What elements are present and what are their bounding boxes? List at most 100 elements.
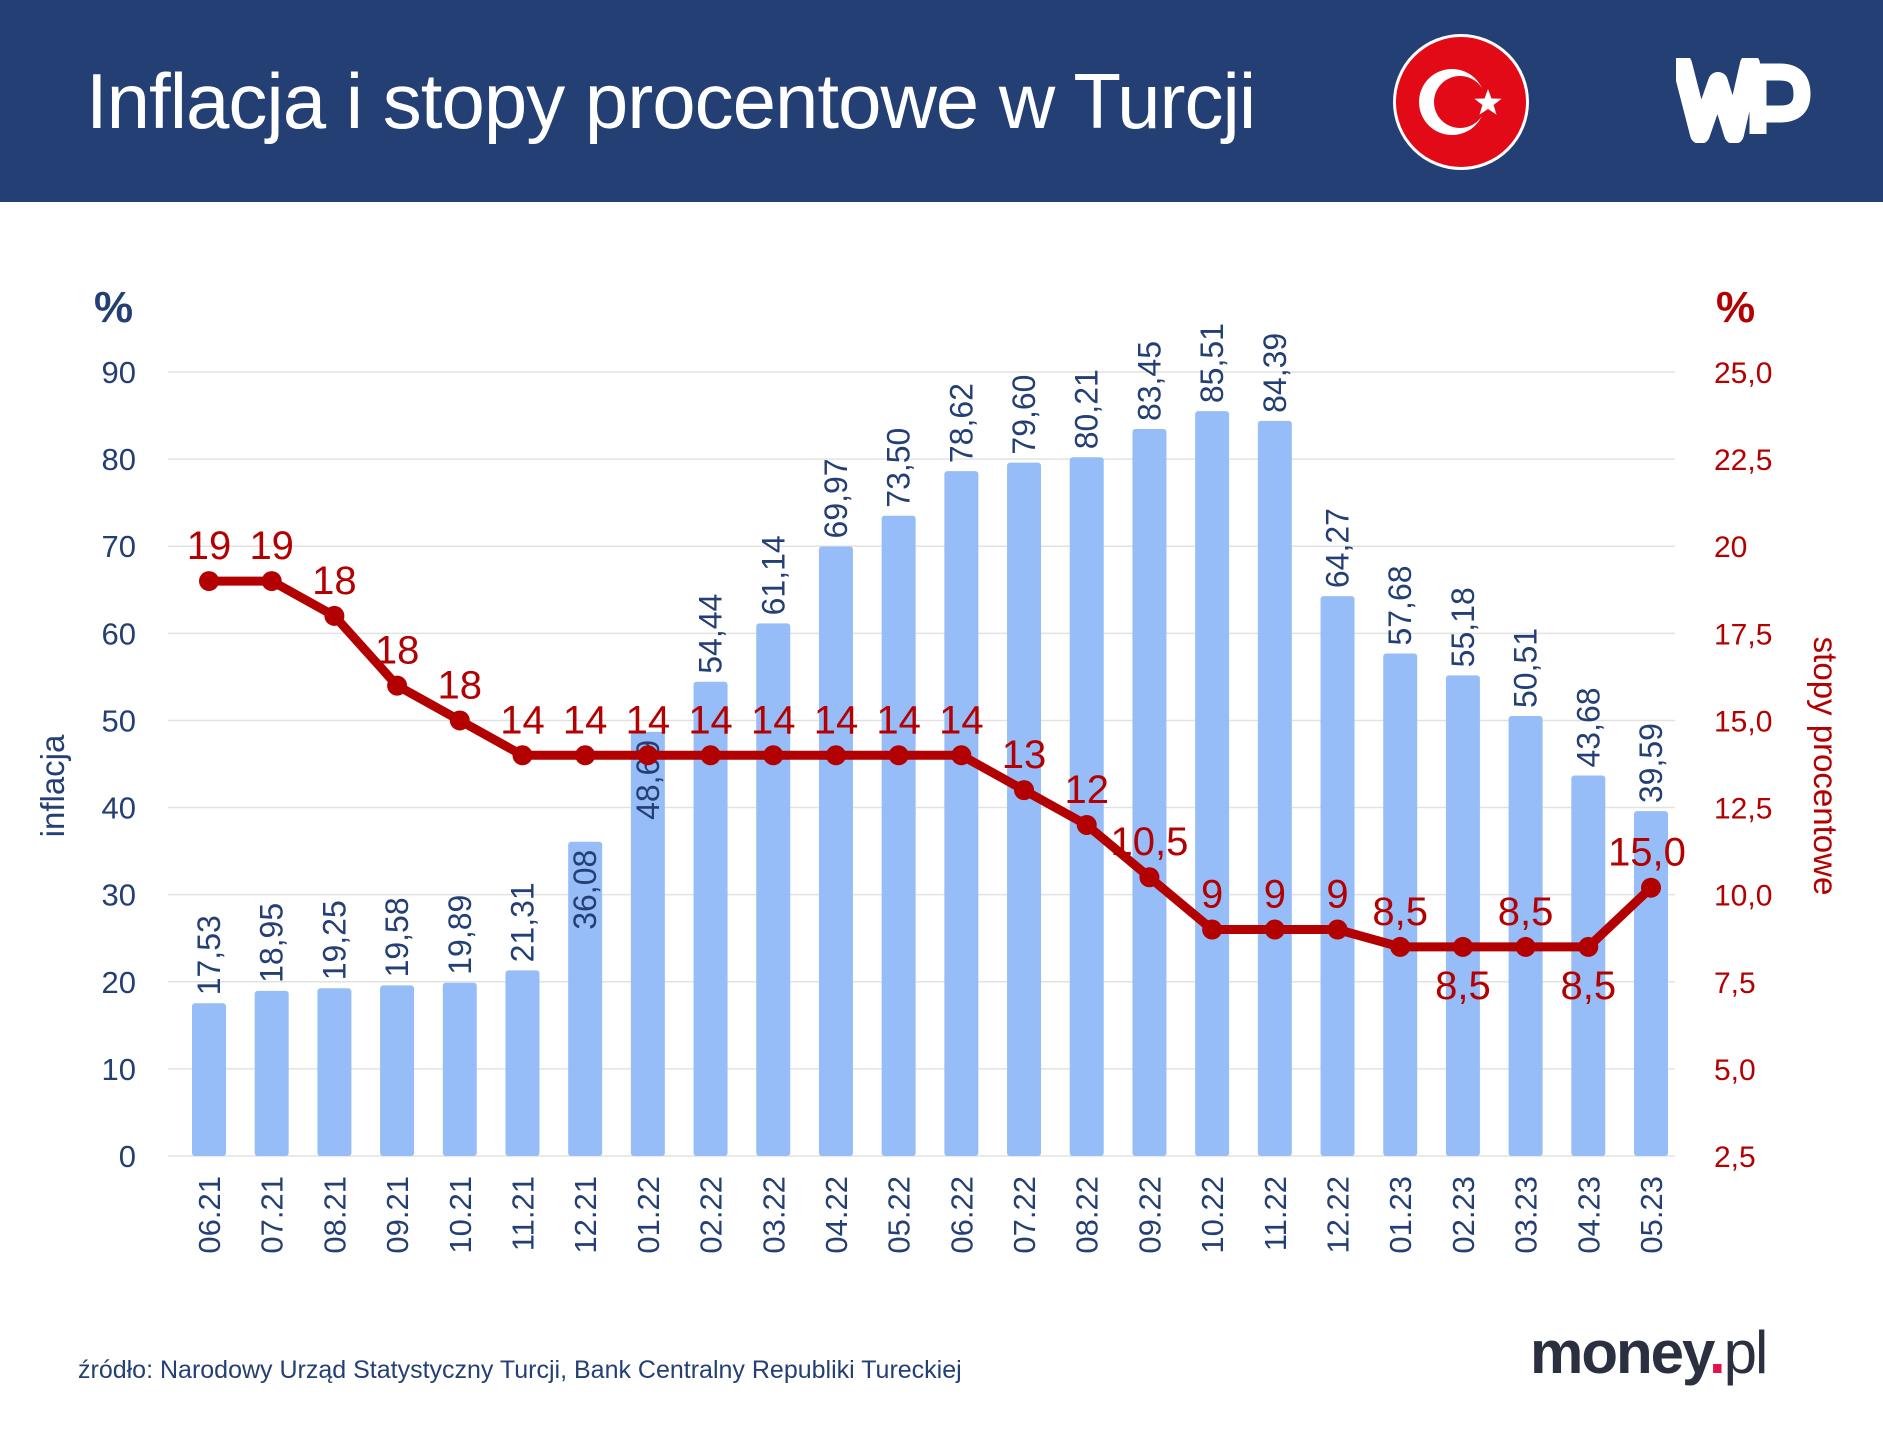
right-tick-label: 10,0: [1714, 880, 1772, 913]
rate-point: [888, 745, 909, 766]
right-tick-label: 20: [1714, 531, 1747, 564]
left-tick-label: 30: [102, 878, 136, 913]
rate-value-label: 14: [500, 698, 545, 742]
rate-value-label: 14: [939, 698, 984, 742]
x-tick-label: 08.21: [317, 1176, 352, 1254]
rate-value-label: 15,0: [1608, 831, 1686, 875]
x-tick-label: 10.21: [443, 1176, 478, 1254]
bar: [380, 985, 415, 1156]
x-tick-label: 01.23: [1383, 1176, 1418, 1254]
right-tick-label: 7,5: [1714, 967, 1756, 1000]
rate-value-label: 8,5: [1560, 964, 1616, 1008]
rate-value-label: 14: [751, 698, 796, 742]
bar-value-label: 55,18: [1445, 587, 1481, 667]
wp-logo: [1672, 54, 1811, 148]
header-banner: Inflacja i stopy procentowe w Turcji: [0, 0, 1883, 202]
rate-point: [1264, 919, 1285, 940]
left-tick-label: 70: [102, 529, 136, 564]
x-tick-label: 04.23: [1571, 1176, 1606, 1254]
x-tick-label: 06.21: [192, 1176, 227, 1254]
bar-value-label: 54,44: [693, 594, 729, 674]
rate-value-label: 9: [1264, 873, 1286, 917]
logo-suffix: pl: [1723, 1319, 1769, 1386]
right-tick-label: 25,0: [1714, 357, 1772, 390]
bar-value-label: 79,60: [1006, 375, 1042, 455]
left-tick-label: 60: [102, 616, 136, 651]
right-tick-label: 17,5: [1714, 618, 1772, 651]
rate-value-label: 14: [626, 698, 671, 742]
x-tick-label: 08.22: [1070, 1176, 1105, 1254]
rate-line: [209, 576, 1655, 952]
right-tick-label: 15,0: [1714, 705, 1772, 738]
logo-main: money: [1530, 1319, 1711, 1386]
bar: [505, 970, 540, 1156]
rate-point: [1641, 877, 1661, 898]
left-tick-label: 40: [102, 791, 136, 826]
bar: [881, 515, 916, 1156]
rate-value-label: 19: [187, 524, 232, 568]
x-tick-label: 03.23: [1509, 1176, 1544, 1254]
left-axis-label: inflacja: [34, 734, 71, 837]
rate-point: [1076, 814, 1097, 835]
bar: [442, 982, 477, 1156]
rate-point: [449, 710, 470, 731]
rate-value-label: 13: [1002, 733, 1047, 777]
rate-point: [1452, 936, 1473, 957]
bar-value-label: 73,50: [881, 428, 917, 508]
bar-value-label: 39,59: [1633, 723, 1669, 803]
bar-value-label: 61,14: [755, 535, 791, 615]
rate-point: [1202, 919, 1223, 940]
x-tick-label: 02.22: [694, 1176, 729, 1254]
bar: [630, 731, 665, 1156]
x-tick-label: 02.23: [1446, 1176, 1481, 1254]
bar-value-label: 83,45: [1131, 341, 1167, 421]
x-tick-label: 05.22: [882, 1176, 917, 1254]
rate-point: [1515, 936, 1536, 957]
bar: [1508, 716, 1543, 1156]
x-tick-label: 05.23: [1634, 1176, 1669, 1254]
x-tick-label: 01.22: [631, 1176, 666, 1254]
rate-value-label: 8,5: [1372, 890, 1428, 934]
right-axis-label: stopy procentowe: [1807, 637, 1844, 896]
bar-value-label: 50,51: [1508, 628, 1544, 708]
rate-point: [387, 675, 408, 696]
bar-value-label: 78,62: [943, 383, 979, 463]
right-tick-label: 22,5: [1714, 444, 1772, 477]
bar-value-label: 84,39: [1257, 333, 1293, 413]
rate-point: [1578, 936, 1599, 957]
rate-point: [825, 745, 846, 766]
money-pl-logo: money.pl: [1530, 1318, 1769, 1387]
bar-value-label: 85,51: [1194, 323, 1230, 403]
right-axis-unit: %: [1716, 283, 1755, 332]
rate-point: [324, 605, 345, 626]
logo-dot: .: [1708, 1319, 1726, 1386]
bar: [254, 990, 289, 1156]
bar: [1007, 462, 1042, 1156]
turkey-flag-icon: [1393, 34, 1529, 170]
rate-value-label: 18: [375, 629, 420, 673]
rate-point: [951, 745, 972, 766]
bar: [1571, 775, 1606, 1156]
bar-value-label: 57,68: [1382, 565, 1418, 645]
rate-point: [512, 745, 533, 766]
rate-point: [763, 745, 784, 766]
left-axis-unit: %: [94, 283, 133, 332]
bar-value-label: 19,58: [379, 897, 415, 977]
rate-value-label: 10,5: [1111, 820, 1189, 864]
bar: [1195, 411, 1230, 1156]
rate-point: [1014, 780, 1035, 801]
right-tick-label: 2,5: [1714, 1141, 1756, 1174]
bar-value-label: 19,89: [442, 895, 478, 975]
chart-title: Inflacja i stopy procentowe w Turcji: [86, 57, 1256, 145]
rate-point: [575, 745, 596, 766]
x-tick-label: 07.22: [1007, 1176, 1042, 1254]
bar: [1132, 429, 1167, 1157]
left-tick-label: 10: [102, 1052, 136, 1087]
bar: [192, 1003, 226, 1156]
x-tick-label: 03.22: [756, 1176, 791, 1254]
x-tick-label: 12.22: [1321, 1176, 1356, 1254]
rate-point: [700, 745, 721, 766]
bar-value-label: 64,27: [1320, 508, 1356, 588]
rate-point: [199, 571, 219, 592]
rate-value-label: 8,5: [1498, 890, 1554, 934]
